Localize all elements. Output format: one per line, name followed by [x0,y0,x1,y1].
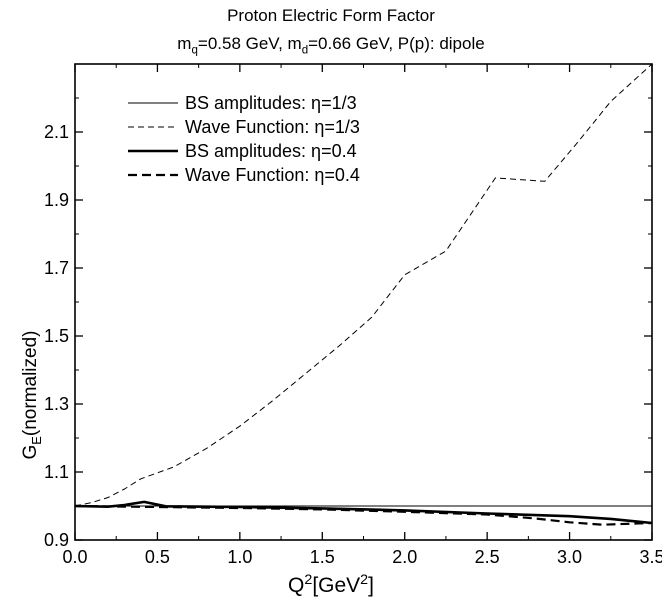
x-tick-label: 3.0 [557,547,582,567]
legend-label-1: BS amplitudes: η=1/3 [185,93,357,113]
x-tick-label: 2.5 [475,547,500,567]
x-tick-label: 0.0 [62,547,87,567]
ylabel-subscript: E [28,436,44,445]
y-tick-label: 1.7 [44,258,69,278]
subtitle-md-subscript: d [301,44,309,57]
x-tick-label: 1.5 [310,547,335,567]
series-line-4 [75,504,652,526]
y-tick-label: 2.1 [44,122,69,142]
y-tick-label: 1.5 [44,326,69,346]
series-line-3 [75,500,652,525]
ylabel-rest: (normalized) [20,330,42,437]
subtitle-mq-symbol: m [177,34,192,53]
subtitle-mq-subscript: q [191,44,198,57]
y-tick-label: 1.1 [44,462,69,482]
xlabel-unit-close: ] [368,574,374,597]
xlabel-unit-superscript: 2 [360,572,369,588]
x-axis-label: Q2[GeV2] [0,572,662,598]
xlabel-main: Q [288,574,305,597]
x-tick-label: 1.0 [227,547,252,567]
plot-frame [74,63,653,541]
subtitle-md-symbol: m [287,34,302,53]
chart-title: Proton Electric Form Factor [227,6,435,25]
legend-label-4: Wave Function: η=0.4 [185,165,360,185]
xlabel-unit-open: [GeV [312,574,361,597]
subtitle-md-value: =0.66 GeV, P(p): dipole [308,34,485,53]
legend-label-3: BS amplitudes: η=0.4 [185,141,357,161]
y-tick-label: 1.3 [44,394,69,414]
y-tick-label: 1.9 [44,190,69,210]
y-tick-label: 0.9 [44,530,69,550]
subtitle-mq-value: =0.58 GeV, [197,34,288,53]
chart-subtitle: mq=0.58 GeV, md=0.66 GeV, P(p): dipole [0,34,662,56]
x-tick-label: 3.5 [639,547,662,567]
series-line-2 [75,64,652,507]
xlabel-superscript: 2 [304,572,313,588]
x-tick-label: 2.0 [392,547,417,567]
ylabel-main: G [20,444,42,460]
legend-label-2: Wave Function: η=1/3 [185,117,360,137]
x-tick-label: 0.5 [145,547,170,567]
